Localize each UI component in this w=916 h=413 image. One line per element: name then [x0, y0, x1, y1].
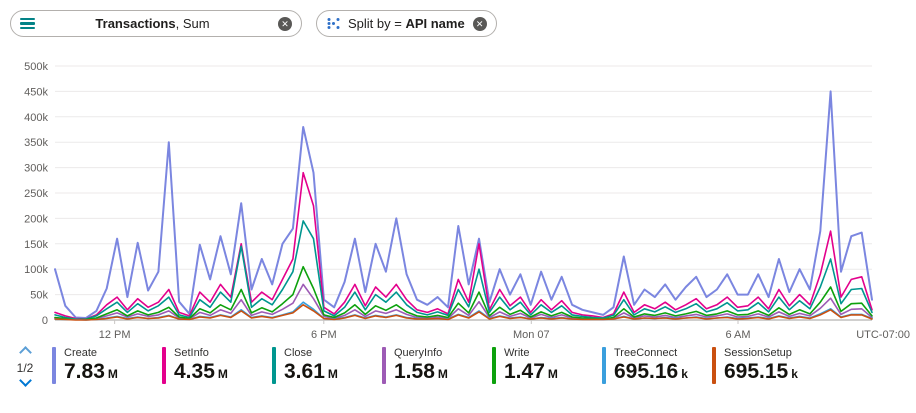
- y-axis-tick-label: 300k: [24, 163, 48, 175]
- split-by-icon: [327, 18, 340, 29]
- legend-series-value: 7.83 M: [64, 360, 118, 383]
- legend-item-write[interactable]: Write 1.47 M: [492, 347, 602, 385]
- y-axis-tick-label: 450k: [24, 86, 48, 98]
- timezone-label: UTC-07:00: [856, 329, 910, 341]
- legend-page-up-icon[interactable]: [18, 346, 32, 359]
- legend-item-queryinfo[interactable]: QueryInfo 1.58 M: [382, 347, 492, 385]
- series-line-setinfo: [54, 171, 873, 320]
- legend-series-name: Close: [284, 347, 313, 359]
- y-axis-tick-label: 0: [42, 315, 48, 327]
- legend-page-down-icon[interactable]: [18, 374, 32, 387]
- legend-swatch: [272, 347, 276, 384]
- metric-pill-label: Transactions, Sum: [95, 16, 210, 31]
- legend-series-unit: M: [327, 367, 338, 381]
- split-by-pill[interactable]: Split by = API name ✕: [316, 10, 497, 37]
- y-axis-tick-label: 100k: [24, 264, 48, 276]
- legend-series-name: SetInfo: [174, 347, 209, 359]
- legend-item-treeconnect[interactable]: TreeConnect 695.16 k: [602, 347, 712, 385]
- x-axis-tick-label: Mon 07: [513, 329, 550, 341]
- legend-pagination-label: 1/2: [16, 361, 34, 375]
- legend-swatch: [492, 347, 496, 384]
- y-axis-tick-label: 50k: [30, 290, 48, 302]
- legend-series-unit: M: [437, 367, 448, 381]
- x-axis-tick-label: 12 PM: [99, 329, 131, 341]
- y-axis-tick-label: 350k: [24, 137, 48, 149]
- split-by-pill-label: Split by = API name: [348, 16, 465, 31]
- legend-series-name: Create: [64, 347, 98, 359]
- legend-item-sessionsetup[interactable]: SessionSetup 695.15 k: [712, 347, 822, 385]
- legend-series-value: 3.61 M: [284, 360, 338, 383]
- metric-close-icon[interactable]: ✕: [277, 16, 292, 31]
- legend-series-value: 1.58 M: [394, 360, 448, 383]
- series-line-create: [54, 90, 873, 319]
- x-axis-tick-label: 6 AM: [725, 329, 750, 341]
- y-axis-tick-label: 400k: [24, 112, 48, 124]
- filter-bar: Transactions, Sum ✕ Split by = API name …: [10, 10, 497, 37]
- legend-swatch: [712, 347, 716, 384]
- y-axis-tick-label: 500k: [24, 61, 48, 73]
- y-axis-tick-label: 200k: [24, 213, 48, 225]
- legend-series-unit: M: [217, 367, 228, 381]
- legend-item-close[interactable]: Close 3.61 M: [272, 347, 382, 385]
- y-axis-tick-label: 150k: [24, 239, 48, 251]
- legend-series-value: 695.15 k: [724, 360, 798, 383]
- legend-series-name: QueryInfo: [394, 347, 443, 359]
- transactions-line-chart[interactable]: 0 50k 100k 150k 200k 250k 300k 350k 400k 450k 500k…: [0, 48, 916, 348]
- legend-item-setinfo[interactable]: SetInfo 4.35 M: [162, 347, 272, 385]
- legend-series-value: 4.35 M: [174, 360, 228, 383]
- legend-series-value: 1.47 M: [504, 360, 558, 383]
- legend-item-create[interactable]: Create 7.83 M: [52, 347, 162, 385]
- legend-series-unit: k: [681, 367, 688, 381]
- chart-menu-icon[interactable]: [20, 17, 35, 30]
- series-line-write: [54, 265, 873, 321]
- series-line-close: [54, 220, 873, 320]
- legend-series-name: SessionSetup: [724, 347, 792, 359]
- legend-series-name: Write: [504, 347, 530, 359]
- legend-swatch: [382, 347, 386, 384]
- legend-swatch: [162, 347, 166, 384]
- series-line-sessionsetup: [54, 303, 873, 321]
- legend-series-unit: M: [107, 367, 118, 381]
- legend-series-name: TreeConnect: [614, 347, 678, 359]
- legend-series-value: 695.16 k: [614, 360, 688, 383]
- y-axis-tick-label: 250k: [24, 188, 48, 200]
- legend-swatch: [602, 347, 606, 384]
- split-by-close-icon[interactable]: ✕: [472, 16, 487, 31]
- legend-pager: 1/2: [12, 346, 38, 387]
- metric-pill[interactable]: Transactions, Sum ✕: [10, 10, 302, 37]
- legend-items: Create 7.83 M SetInfo 4.35 M Close 3.61 M QueryIn…: [52, 347, 822, 385]
- legend: 1/2 Create 7.83 M SetInfo 4.35 M Close 3.61 M Que…: [12, 346, 822, 387]
- x-axis-tick-label: 6 PM: [311, 329, 337, 341]
- legend-series-unit: M: [547, 367, 558, 381]
- legend-series-unit: k: [791, 367, 798, 381]
- legend-swatch: [52, 347, 56, 384]
